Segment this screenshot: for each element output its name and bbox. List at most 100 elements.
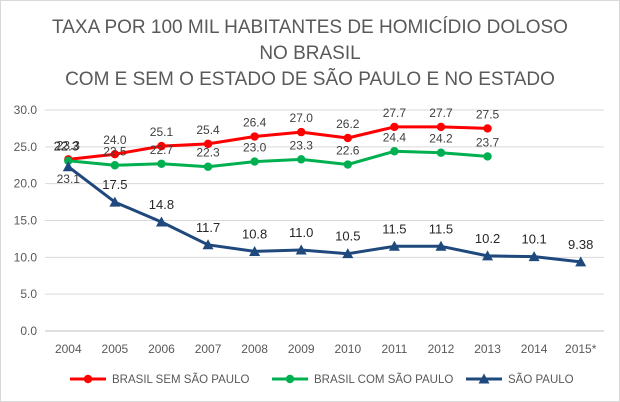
data-point-marker xyxy=(528,251,540,262)
x-tick-label: 2008 xyxy=(241,342,268,356)
data-point-marker xyxy=(390,122,399,132)
data-point-marker xyxy=(483,124,492,133)
data-point-marker xyxy=(250,132,259,141)
data-point-marker xyxy=(203,139,213,149)
data-point-marker xyxy=(342,248,354,259)
data-point-marker xyxy=(110,161,120,170)
data-point-marker xyxy=(436,122,446,132)
data-point-marker xyxy=(202,239,214,250)
y-tick-label: 5.0 xyxy=(20,287,37,301)
x-tick-label: 2005 xyxy=(102,342,129,356)
data-label: 11.5 xyxy=(429,221,453,236)
data-label: 10.2 xyxy=(475,231,500,246)
data-label: 9.38 xyxy=(568,237,593,252)
data-label: 22.6 xyxy=(336,144,360,158)
data-point-marker xyxy=(435,240,447,251)
data-point-marker xyxy=(155,216,167,227)
series-line xyxy=(68,149,488,169)
chart-title-line-1: TAXA POR 100 MIL HABITANTES DE HOMICÍDIO… xyxy=(52,17,568,38)
data-point-marker xyxy=(157,141,166,151)
x-tick-label: 2004 xyxy=(55,342,82,356)
legend-swatch-marker xyxy=(285,374,295,384)
x-tick-label: 2012 xyxy=(428,342,455,356)
data-label: 10.1 xyxy=(521,232,546,247)
data-label: 22.3 xyxy=(196,146,220,160)
data-label: 24.2 xyxy=(429,132,453,146)
data-label: 11.7 xyxy=(196,220,220,235)
data-point-marker xyxy=(249,245,261,256)
chart-title-line-3: COM E SEM O ESTADO DE SÃO PAULO E NO EST… xyxy=(65,68,555,90)
data-labels: 23.3 24.0 25.1 25.4 26.4 27.0 26.2 27.7 27.7 27.5… xyxy=(54,106,594,252)
data-label: 24.4 xyxy=(383,130,407,144)
data-label: 23.3 xyxy=(57,138,81,152)
data-point-marker xyxy=(62,161,74,172)
legend-label: SÃO PAULO xyxy=(508,373,574,386)
data-point-marker xyxy=(297,155,306,164)
x-axis-ticks: 2004 2005 2006 2007 2008 2009 2010 2011 2012 2013… xyxy=(55,342,597,356)
data-point-marker xyxy=(482,250,494,261)
y-axis-ticks: 0.0 5.0 10.0 15.0 20.0 25.0 30.0 xyxy=(14,103,38,338)
data-point-marker xyxy=(436,148,446,157)
data-point-marker xyxy=(575,256,587,267)
data-label: 10.8 xyxy=(242,226,267,241)
data-point-marker xyxy=(343,133,352,143)
data-point-marker xyxy=(483,152,492,161)
y-tick-label: 10.0 xyxy=(14,250,38,264)
data-label: 23.0 xyxy=(243,141,267,155)
data-label: 27.7 xyxy=(383,106,407,120)
y-tick-label: 15.0 xyxy=(14,214,38,228)
data-label: 25.1 xyxy=(150,125,174,139)
data-label: 27.7 xyxy=(429,106,453,120)
x-tick-label: 2007 xyxy=(195,342,222,356)
legend-label: BRASIL SEM SÃO PAULO xyxy=(112,373,249,386)
x-tick-label: 2015* xyxy=(565,342,597,356)
series-line xyxy=(68,125,488,161)
data-label: 24.0 xyxy=(103,133,127,147)
data-label: 10.5 xyxy=(335,229,360,244)
gridlines xyxy=(45,109,604,332)
series-layer xyxy=(62,122,587,267)
legend-label: BRASIL COM SÃO PAULO xyxy=(314,373,453,386)
series-line xyxy=(67,165,581,264)
chart-title-line-2: NO BRASIL xyxy=(259,43,360,64)
legend-swatch-marker xyxy=(83,374,93,384)
data-point-marker xyxy=(388,240,400,251)
data-point-marker xyxy=(297,127,306,137)
data-point-marker xyxy=(157,159,166,168)
data-label: 25.4 xyxy=(196,123,220,137)
y-tick-label: 25.0 xyxy=(14,140,38,154)
data-label: 11.5 xyxy=(382,221,406,236)
data-label: 23.3 xyxy=(290,138,314,152)
data-label: 26.4 xyxy=(243,116,267,130)
x-tick-label: 2013 xyxy=(474,342,501,356)
x-tick-label: 2009 xyxy=(288,342,315,356)
x-tick-label: 2006 xyxy=(148,342,175,356)
data-label: 27.5 xyxy=(476,107,500,121)
data-point-marker xyxy=(203,162,213,171)
data-label: 23.7 xyxy=(476,135,500,149)
data-label: 22.3 xyxy=(54,139,79,154)
data-label: 27.0 xyxy=(290,111,314,125)
y-tick-label: 0.0 xyxy=(20,324,37,338)
data-point-marker xyxy=(109,196,121,207)
data-label: 23.1 xyxy=(57,172,81,186)
data-label: 17.5 xyxy=(102,177,127,192)
legend: BRASIL SEM SÃO PAULO BRASIL COM SÃO PAULO… xyxy=(70,373,574,386)
data-label: 22.7 xyxy=(150,143,174,157)
data-point-marker xyxy=(343,160,352,169)
data-point-marker xyxy=(110,150,120,159)
data-point-marker xyxy=(64,156,73,166)
y-tick-label: 20.0 xyxy=(14,177,38,191)
data-label: 14.8 xyxy=(149,197,174,212)
x-tick-label: 2011 xyxy=(381,342,407,356)
data-point-marker xyxy=(250,157,259,166)
data-label: 26.2 xyxy=(336,117,360,131)
data-point-marker xyxy=(390,147,399,156)
x-tick-label: 2010 xyxy=(334,342,361,356)
data-point-marker xyxy=(295,244,307,255)
data-label: 22.5 xyxy=(103,144,127,158)
x-tick-label: 2014 xyxy=(521,342,548,356)
y-tick-label: 30.0 xyxy=(14,103,38,117)
